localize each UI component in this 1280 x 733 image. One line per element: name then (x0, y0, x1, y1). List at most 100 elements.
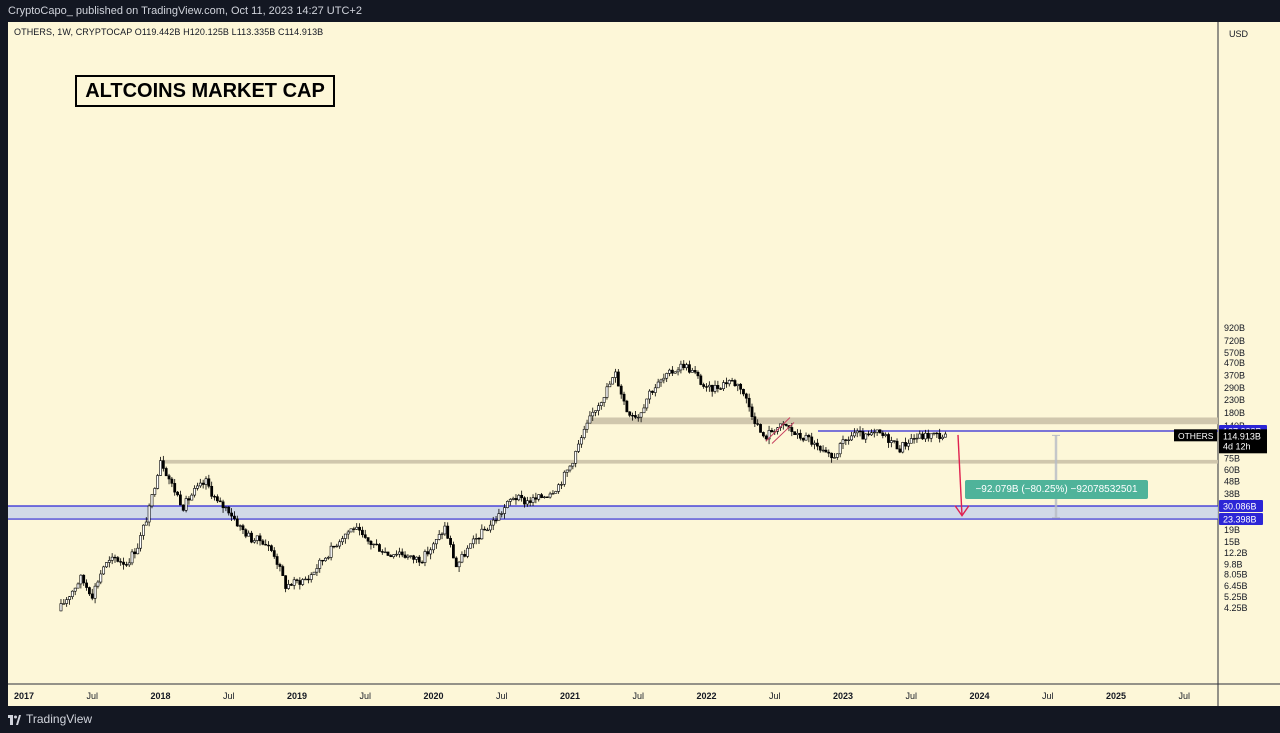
candle-body (352, 528, 356, 530)
candle-body (221, 501, 225, 509)
candle-body (321, 559, 324, 562)
price-tick-label: 290B (1224, 383, 1245, 393)
candle-body (392, 554, 396, 558)
candle-body (346, 531, 350, 535)
price-tick-label: 75B (1224, 453, 1240, 463)
candle-body (915, 437, 919, 440)
currency-label[interactable]: USD (1229, 29, 1249, 39)
candle-body (844, 439, 848, 441)
candle-body (648, 390, 652, 400)
candle-body (270, 545, 273, 551)
candle-body (366, 537, 370, 542)
candle-body (375, 543, 379, 546)
candle-body (506, 501, 509, 508)
candle-body (233, 515, 236, 520)
candle-body (477, 537, 481, 540)
time-tick-label: Jul (496, 691, 508, 701)
candle-body (602, 397, 606, 403)
candle-body (810, 436, 814, 445)
candle-body (113, 556, 117, 559)
candle-body (545, 496, 549, 498)
time-tick-label: 2022 (696, 691, 716, 701)
candle-body (759, 424, 762, 433)
candle-body (65, 599, 69, 604)
candle-body (616, 371, 620, 387)
candle-body (355, 526, 359, 530)
price-tick-label: 180B (1224, 408, 1245, 418)
candle-body (867, 433, 870, 436)
price-tick-label: 60B (1224, 465, 1240, 475)
candle-body (841, 439, 845, 444)
candle-body (924, 432, 927, 440)
candle-body (315, 568, 319, 573)
candle-body (343, 533, 347, 539)
candle-body (409, 555, 413, 557)
price-tick-label: 8.05B (1224, 570, 1248, 580)
price-axis-background (1218, 22, 1280, 684)
time-tick-label: 2021 (560, 691, 580, 701)
candle-body (534, 497, 538, 500)
candle-body (176, 491, 179, 496)
candle-body (159, 460, 162, 476)
candle-body (568, 465, 572, 471)
candle-body (941, 436, 944, 439)
candle-body (201, 482, 205, 485)
candle-body (730, 380, 734, 382)
time-tick-label: Jul (1178, 691, 1190, 701)
candle-body (133, 551, 137, 555)
candle-body (682, 363, 686, 369)
candle-body (525, 500, 529, 505)
candle-body (289, 584, 293, 586)
bar-countdown: 4d 12h (1223, 441, 1251, 451)
candle-body (636, 416, 640, 419)
symbol-tag: OTHERS (1178, 431, 1214, 441)
candle-body (73, 587, 77, 592)
candle-body (835, 453, 839, 458)
candle-body (105, 562, 108, 568)
channel-line (771, 422, 795, 444)
candle-body (241, 525, 245, 531)
candle-body (247, 532, 251, 537)
time-tick-label: Jul (769, 691, 781, 701)
candle-body (341, 538, 344, 543)
candle-body (668, 369, 671, 374)
candle-body (878, 429, 882, 434)
time-axis-background (8, 684, 1280, 706)
candle-body (198, 482, 202, 487)
support-zone (8, 505, 1218, 520)
candle-body (147, 505, 151, 523)
candle-body (645, 398, 649, 409)
candle-body (287, 584, 290, 589)
candle-body (264, 544, 268, 546)
candle-body (397, 551, 401, 555)
candle-body (562, 471, 566, 485)
candle-body (639, 412, 643, 418)
plot-background (8, 22, 1218, 684)
candle-body (284, 575, 288, 589)
candle-body (88, 587, 91, 595)
candle-body (508, 499, 512, 502)
candle-body (742, 388, 745, 395)
price-tick-label: 48B (1224, 477, 1240, 487)
candle-body (173, 483, 177, 493)
candle-body (670, 369, 674, 374)
candle-body (551, 492, 555, 495)
candle-body (713, 385, 717, 392)
candle-body (625, 400, 629, 413)
candle-body (579, 437, 583, 445)
candle-body (164, 468, 168, 477)
candle-body (585, 422, 589, 430)
candle-body (705, 386, 708, 388)
candle-body (389, 555, 393, 558)
candle-body (62, 603, 66, 605)
tradingview-logo[interactable]: TradingView (8, 706, 92, 733)
candle-body (358, 526, 361, 531)
ohlc-legend: OTHERS, 1W, CRYPTOCAP O119.442B H120.125… (14, 27, 324, 37)
price-tick-label: 6.45B (1224, 581, 1248, 591)
chart-area[interactable]: 920B720B570B470B370B290B230B180B140B91B7… (0, 22, 1280, 706)
candle-body (449, 538, 452, 545)
candle-body (614, 371, 617, 378)
candle-body (770, 430, 774, 433)
candle-body (761, 432, 765, 437)
candle-body (514, 498, 518, 501)
